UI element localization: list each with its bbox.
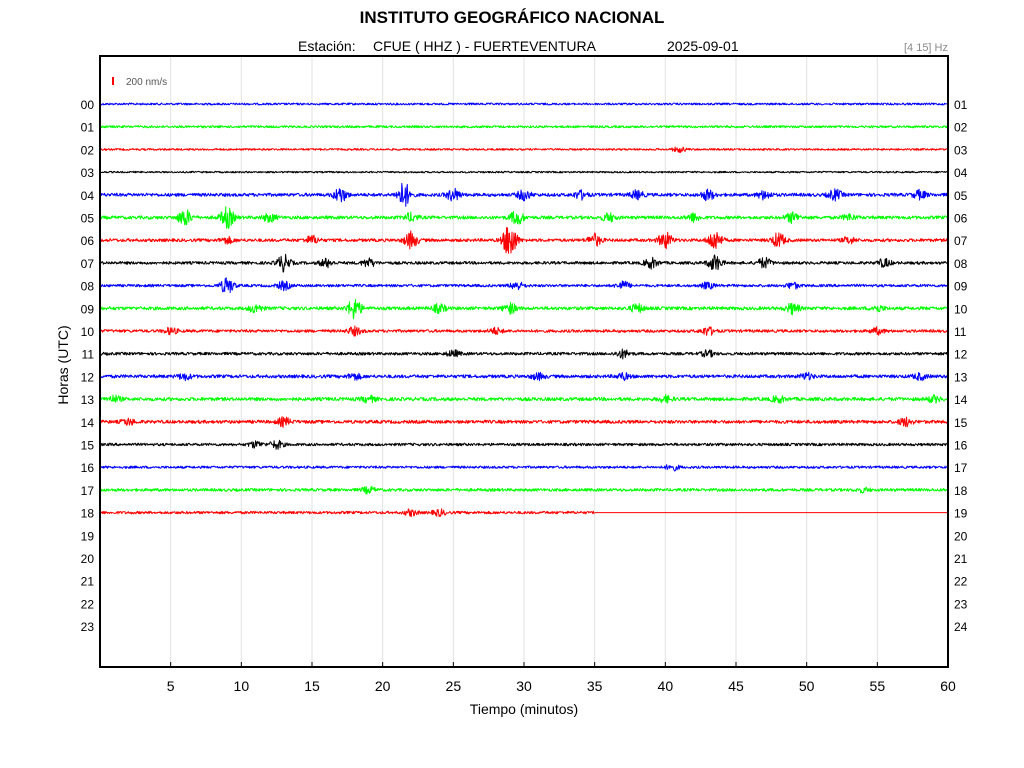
x-tick-label: 15: [304, 678, 320, 694]
right-hour-label: 21: [954, 552, 968, 566]
right-hour-label: 01: [954, 98, 968, 112]
right-hour-label: 14: [954, 393, 968, 407]
x-tick-label: 60: [940, 678, 956, 694]
tick-labels: 5 10 15 20 25 30 35 40 45 50 55 60 00 01 02 03 04 05 06 07 0…: [81, 98, 968, 694]
right-hour-label: 11: [954, 325, 967, 339]
left-hour-label: 10: [81, 325, 95, 339]
trace-hour-04: [99, 182, 949, 207]
trace-hour-08: [99, 277, 949, 293]
trace-hour-09: [99, 299, 949, 320]
right-hour-label: 18: [954, 484, 968, 498]
right-hour-label: 24: [954, 620, 968, 634]
x-tick-label: 35: [587, 678, 603, 694]
right-hour-label: 20: [954, 529, 968, 543]
x-tick-label: 50: [799, 678, 815, 694]
left-hour-label: 11: [82, 348, 95, 362]
right-hour-label: 02: [954, 121, 968, 135]
left-hour-label: 15: [81, 439, 95, 453]
left-hour-label: 17: [81, 484, 95, 498]
trace-hour-05: [99, 206, 949, 229]
right-hour-label: 17: [954, 461, 968, 475]
station-label: Estación:: [298, 38, 356, 54]
right-hour-label: 22: [954, 575, 968, 589]
right-hour-label: 04: [954, 166, 968, 180]
trace-hour-13: [100, 394, 949, 404]
x-tick-label: 5: [167, 678, 175, 694]
scale-label: 200 nm/s: [126, 77, 167, 88]
left-hour-label: 09: [81, 302, 95, 316]
scale-bar: [112, 77, 114, 85]
right-hour-label: 15: [954, 416, 968, 430]
left-hour-label: 00: [81, 98, 95, 112]
trace-hour-11: [99, 348, 949, 360]
right-hour-label: 12: [954, 348, 968, 362]
frequency-band: [4 15] Hz: [903, 42, 948, 54]
left-hour-label: 05: [81, 212, 95, 226]
right-hour-label: 05: [954, 189, 968, 203]
trace-hour-06: [99, 227, 949, 254]
left-hour-label: 18: [81, 507, 95, 521]
left-hour-label: 06: [81, 234, 95, 248]
left-hour-label: 01: [81, 121, 95, 135]
trace-hour-10: [99, 325, 949, 337]
left-hour-label: 03: [81, 166, 95, 180]
trace-hour-15: [99, 439, 949, 450]
x-tick-label: 20: [375, 678, 391, 694]
x-tick-label: 30: [516, 678, 532, 694]
chart-date: 2025-09-01: [667, 38, 739, 54]
right-hour-label: 10: [954, 302, 968, 316]
trace-hour-12: [99, 371, 949, 382]
left-hour-label: 21: [81, 575, 95, 589]
traces: [99, 102, 949, 518]
chart-title: INSTITUTO GEOGRÁFICO NACIONAL: [359, 8, 665, 27]
y-axis-label: Horas (UTC): [55, 325, 71, 405]
right-hour-label: 07: [954, 234, 968, 248]
right-hour-label: 23: [954, 597, 968, 611]
x-axis-label: Tiempo (minutos): [469, 701, 579, 717]
x-tick-label: 55: [870, 678, 886, 694]
trace-hour-14: [99, 416, 949, 428]
right-hour-label: 03: [954, 143, 968, 157]
grid-lines: [170, 56, 878, 667]
left-hour-label: 12: [81, 370, 95, 384]
left-hour-label: 23: [81, 620, 95, 634]
trace-hour-17: [99, 485, 949, 495]
left-hour-label: 19: [81, 529, 95, 543]
left-hour-label: 20: [81, 552, 95, 566]
scale-indicator: 200 nm/s: [112, 77, 167, 88]
right-hour-label: 09: [954, 280, 968, 294]
trace-hour-00: [99, 102, 949, 106]
right-hour-label: 13: [954, 370, 968, 384]
x-tick-label: 25: [446, 678, 462, 694]
left-hour-label: 07: [81, 257, 95, 271]
trace-hour-18: [99, 508, 595, 518]
right-hour-label: 19: [954, 507, 968, 521]
trace-hour-03: [99, 170, 949, 174]
right-hour-label: 08: [954, 257, 968, 271]
x-tick-label: 40: [658, 678, 674, 694]
left-hour-label: 22: [81, 597, 95, 611]
left-hour-label: 13: [81, 393, 95, 407]
trace-hour-02: [100, 146, 949, 153]
left-hour-label: 16: [81, 461, 95, 475]
x-tick-label: 10: [234, 678, 250, 694]
right-hour-label: 16: [954, 439, 968, 453]
left-hour-label: 08: [81, 280, 95, 294]
trace-hour-16: [99, 464, 949, 472]
trace-hour-07: [99, 253, 949, 273]
right-hour-label: 06: [954, 212, 968, 226]
trace-hour-01: [99, 125, 949, 129]
x-tick-label: 45: [728, 678, 744, 694]
station-name: CFUE ( HHZ ) - FUERTEVENTURA: [373, 38, 596, 54]
left-hour-label: 04: [81, 189, 95, 203]
left-hour-label: 02: [81, 143, 95, 157]
left-hour-label: 14: [81, 416, 95, 430]
